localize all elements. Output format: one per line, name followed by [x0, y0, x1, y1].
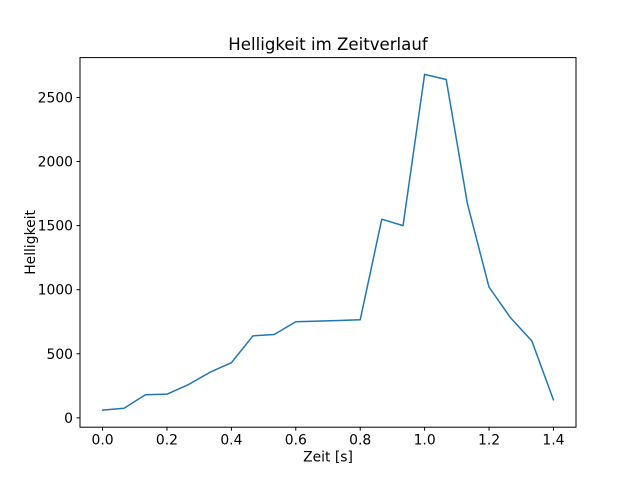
chart-title: Helligkeit im Zeitverlauf	[228, 35, 429, 54]
x-tick-label: 1.2	[478, 433, 500, 449]
axes-spines	[79, 57, 577, 428]
x-tick-label: 0.6	[285, 433, 307, 449]
y-tick-label: 500	[46, 347, 73, 363]
y-axis-label: Helligkeit	[23, 209, 39, 274]
y-tick-label: 0	[64, 411, 73, 427]
y-tick-label: 1000	[38, 283, 73, 299]
data-series	[101, 73, 555, 411]
y-axis-ticks: 0 500 1000 1500 2000 2500	[38, 90, 80, 427]
x-tick-label: 1.4	[542, 433, 564, 449]
x-axis-label: Zeit [s]	[303, 450, 353, 466]
x-tick-label: 1.0	[414, 433, 436, 449]
x-tick-label: 0.4	[220, 433, 242, 449]
y-tick-label: 1500	[38, 219, 73, 235]
y-tick-label: 2500	[38, 90, 73, 106]
x-tick-label: 0.0	[91, 433, 113, 449]
x-tick-label: 0.8	[349, 433, 371, 449]
plot-area	[80, 57, 576, 428]
x-tick-label: 0.2	[156, 433, 178, 449]
y-tick-label: 2000	[38, 155, 73, 171]
x-axis-ticks: 0.0 0.2 0.4 0.6 0.8 1.0 1.2 1.4	[91, 427, 565, 449]
data-line	[101, 73, 555, 411]
